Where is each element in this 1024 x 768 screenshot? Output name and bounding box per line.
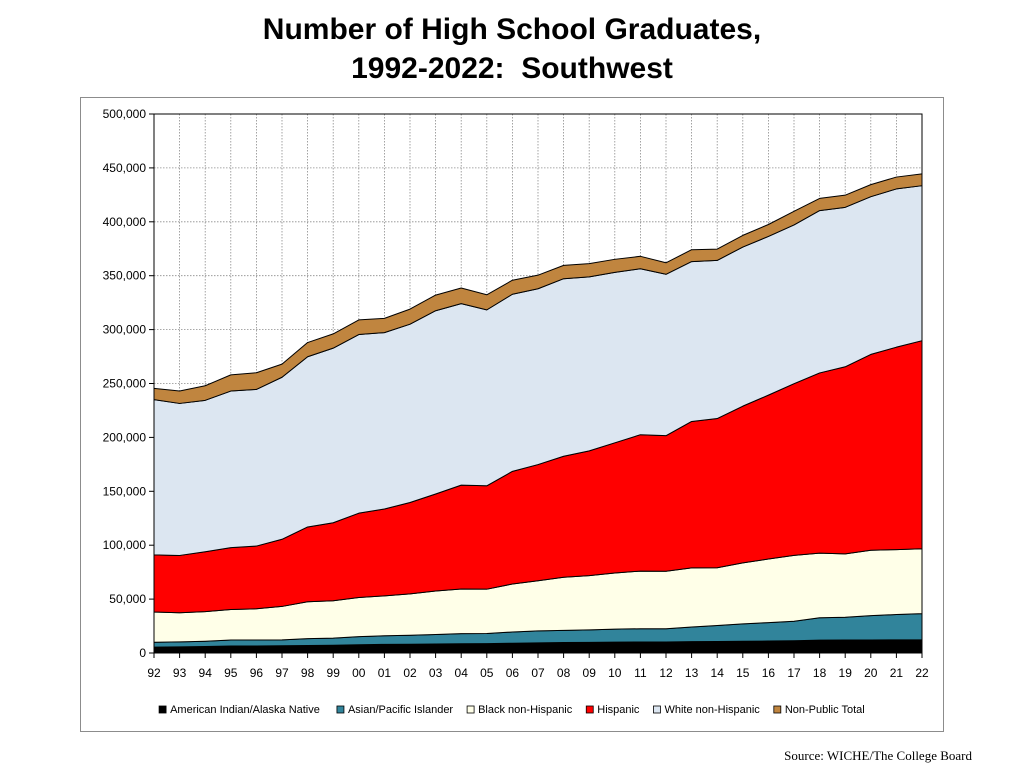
chart-title: Number of High School Graduates, 1992-20… (0, 10, 1024, 88)
x-tick-label: 92 (147, 666, 161, 680)
x-tick-label: 05 (480, 666, 494, 680)
y-tick-label: 450,000 (103, 161, 147, 175)
x-tick-label: 15 (736, 666, 750, 680)
legend-label-white-non-hispanic: White non-Hispanic (664, 704, 760, 716)
legend-label-non-public-total: Non-Public Total (785, 704, 865, 716)
y-tick-label: 400,000 (103, 215, 147, 229)
x-tick-label: 21 (890, 666, 904, 680)
legend: American Indian/Alaska Native Asian/Pacif… (158, 704, 865, 716)
x-tick-label: 20 (864, 666, 878, 680)
y-tick-label: 250,000 (103, 377, 147, 391)
x-tick-label: 17 (787, 666, 801, 680)
y-tick-label: 0 (139, 646, 146, 660)
x-tick-label: 11 (634, 666, 647, 680)
legend-swatch-american-indian-alaska-native (158, 705, 167, 714)
x-tick-label: 09 (583, 666, 597, 680)
x-tick-label: 12 (659, 666, 673, 680)
x-axis: 92 93 94 95 96 97 98 99 00 01 02 03 04 05 06 07 08 09 10 11… (147, 653, 929, 680)
source-note: Source: WICHE/The College Board (784, 748, 972, 763)
x-tick-label: 08 (557, 666, 571, 680)
x-tick-label: 01 (378, 666, 392, 680)
x-tick-label: 99 (327, 666, 341, 680)
x-tick-label: 14 (711, 666, 725, 680)
x-tick-label: 94 (199, 666, 213, 680)
y-tick-label: 50,000 (109, 592, 146, 606)
legend-label-american-indian-alaska-native: American Indian/Alaska Native (170, 704, 320, 716)
legend-label-asian-pacific-islander: Asian/Pacific Islander (348, 704, 453, 716)
x-tick-label: 02 (403, 666, 417, 680)
x-tick-label: 97 (275, 666, 289, 680)
chart-frame: 0 50,000 100,000 150,000 200,000 250,000 300,0… (80, 97, 944, 732)
y-tick-label: 500,000 (103, 107, 147, 121)
y-tick-label: 200,000 (103, 430, 147, 444)
y-tick-label: 150,000 (103, 484, 147, 498)
legend-label-hispanic: Hispanic (597, 704, 640, 716)
chart-title-line-1: Number of High School Graduates, (262, 13, 762, 46)
x-tick-label: 96 (250, 666, 264, 680)
legend-swatch-white-non-hispanic (653, 705, 661, 714)
chart-canvas: 0 50,000 100,000 150,000 200,000 250,000 300,0… (103, 107, 929, 716)
y-tick-label: 100,000 (103, 538, 147, 552)
x-tick-label: 93 (173, 666, 187, 680)
x-tick-label: 13 (685, 666, 699, 680)
x-tick-label: 03 (429, 666, 443, 680)
legend-swatch-black-non-hispanic (466, 705, 475, 714)
chart-title-line-2: 1992-2022: Southwest (351, 52, 673, 85)
x-tick-label: 07 (531, 666, 545, 680)
x-tick-label: 19 (839, 666, 853, 680)
x-tick-label: 00 (352, 666, 366, 680)
legend-swatch-asian-pacific-islander (336, 705, 345, 714)
x-tick-label: 10 (608, 666, 622, 680)
x-tick-label: 06 (506, 666, 520, 680)
legend-label-black-non-hispanic: Black non-Hispanic (478, 704, 573, 716)
x-tick-label: 22 (915, 666, 929, 680)
legend-swatch-hispanic (585, 705, 594, 714)
y-tick-label: 300,000 (103, 323, 147, 337)
x-tick-label: 98 (301, 666, 315, 680)
x-tick-label: 18 (813, 666, 827, 680)
x-tick-label: 95 (224, 666, 238, 680)
y-tick-label: 350,000 (103, 269, 147, 283)
legend-swatch-non-public-total (773, 705, 782, 714)
x-tick-label: 16 (762, 666, 776, 680)
y-axis: 0 50,000 100,000 150,000 200,000 250,000 300,0… (103, 107, 154, 660)
x-tick-label: 04 (455, 666, 469, 680)
